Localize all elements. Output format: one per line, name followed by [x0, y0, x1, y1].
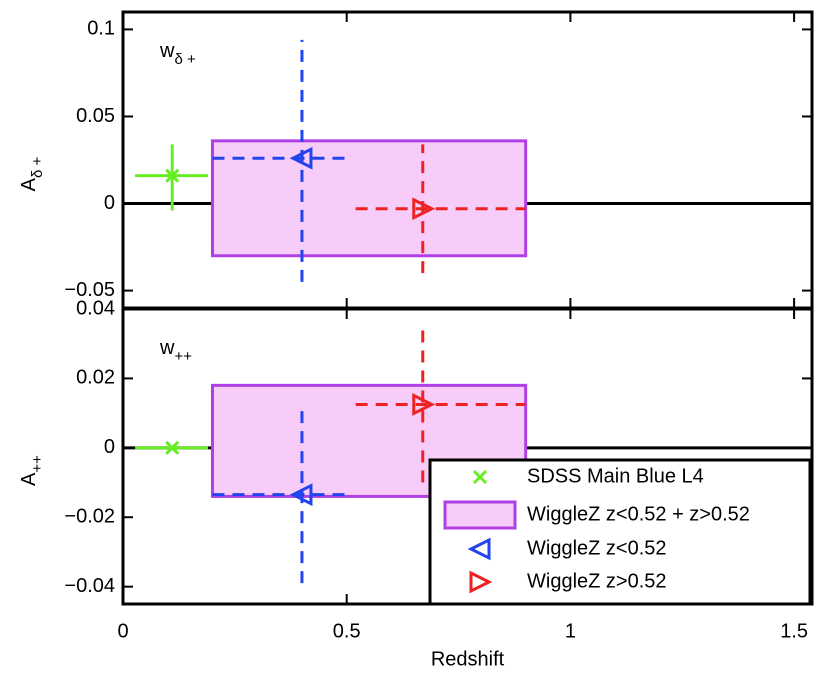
y-axis-label-main: A [18, 472, 40, 486]
x-tick-label: 1 [565, 620, 576, 642]
y-axis-label: A++ [18, 455, 46, 486]
annotation-sub: δ + [174, 51, 196, 68]
y-tick-label: 0.02 [76, 367, 115, 389]
box [210, 139, 528, 258]
y-tick-label: −0.05 [64, 279, 115, 301]
legend-marker [467, 537, 491, 561]
legend-marker [469, 570, 493, 594]
annotation: wδ + [159, 40, 196, 68]
annotation-main: w [159, 40, 175, 62]
annotation-main: w [159, 337, 175, 359]
point [289, 146, 313, 170]
y-tick-label: 0.1 [87, 18, 115, 40]
point [165, 168, 180, 183]
point [289, 483, 313, 507]
legend-label: WiggleZ z>0.52 [527, 570, 667, 592]
legend-label: WiggleZ z<0.52 [527, 537, 667, 559]
legend-marker [472, 469, 488, 485]
legend-swatch [443, 500, 517, 530]
annotation: w++ [159, 337, 192, 365]
y-tick-label: −0.02 [64, 506, 115, 528]
legend-label: WiggleZ z<0.52 + z>0.52 [527, 503, 750, 525]
point [165, 440, 180, 455]
legend-box [428, 458, 812, 606]
x-tick-label: 0 [117, 620, 128, 642]
y-tick-label: 0.05 [76, 105, 115, 127]
point [412, 393, 436, 416]
legend: SDSS Main Blue L4 WiggleZ z<0.52 + z>0.52… [428, 458, 812, 606]
y-axis-label: Aδ + [18, 156, 46, 191]
y-tick-label: −0.04 [64, 575, 115, 597]
y-axis-label-main: A [18, 177, 40, 191]
x-tick-label: 1.5 [780, 620, 808, 642]
y-tick-label: 0 [104, 192, 115, 214]
x-tick-label: 0.5 [333, 620, 361, 642]
legend-label: SDSS Main Blue L4 [527, 465, 704, 487]
y-tick-label: 0.04 [76, 297, 115, 319]
point [412, 197, 436, 221]
y-tick-label: 0 [104, 436, 115, 458]
y-axis-label-sub: ++ [29, 455, 46, 473]
y-axis-label-sub: δ + [29, 156, 46, 178]
x-axis-label: Redshift [431, 648, 505, 670]
annotation-sub: ++ [174, 348, 192, 365]
